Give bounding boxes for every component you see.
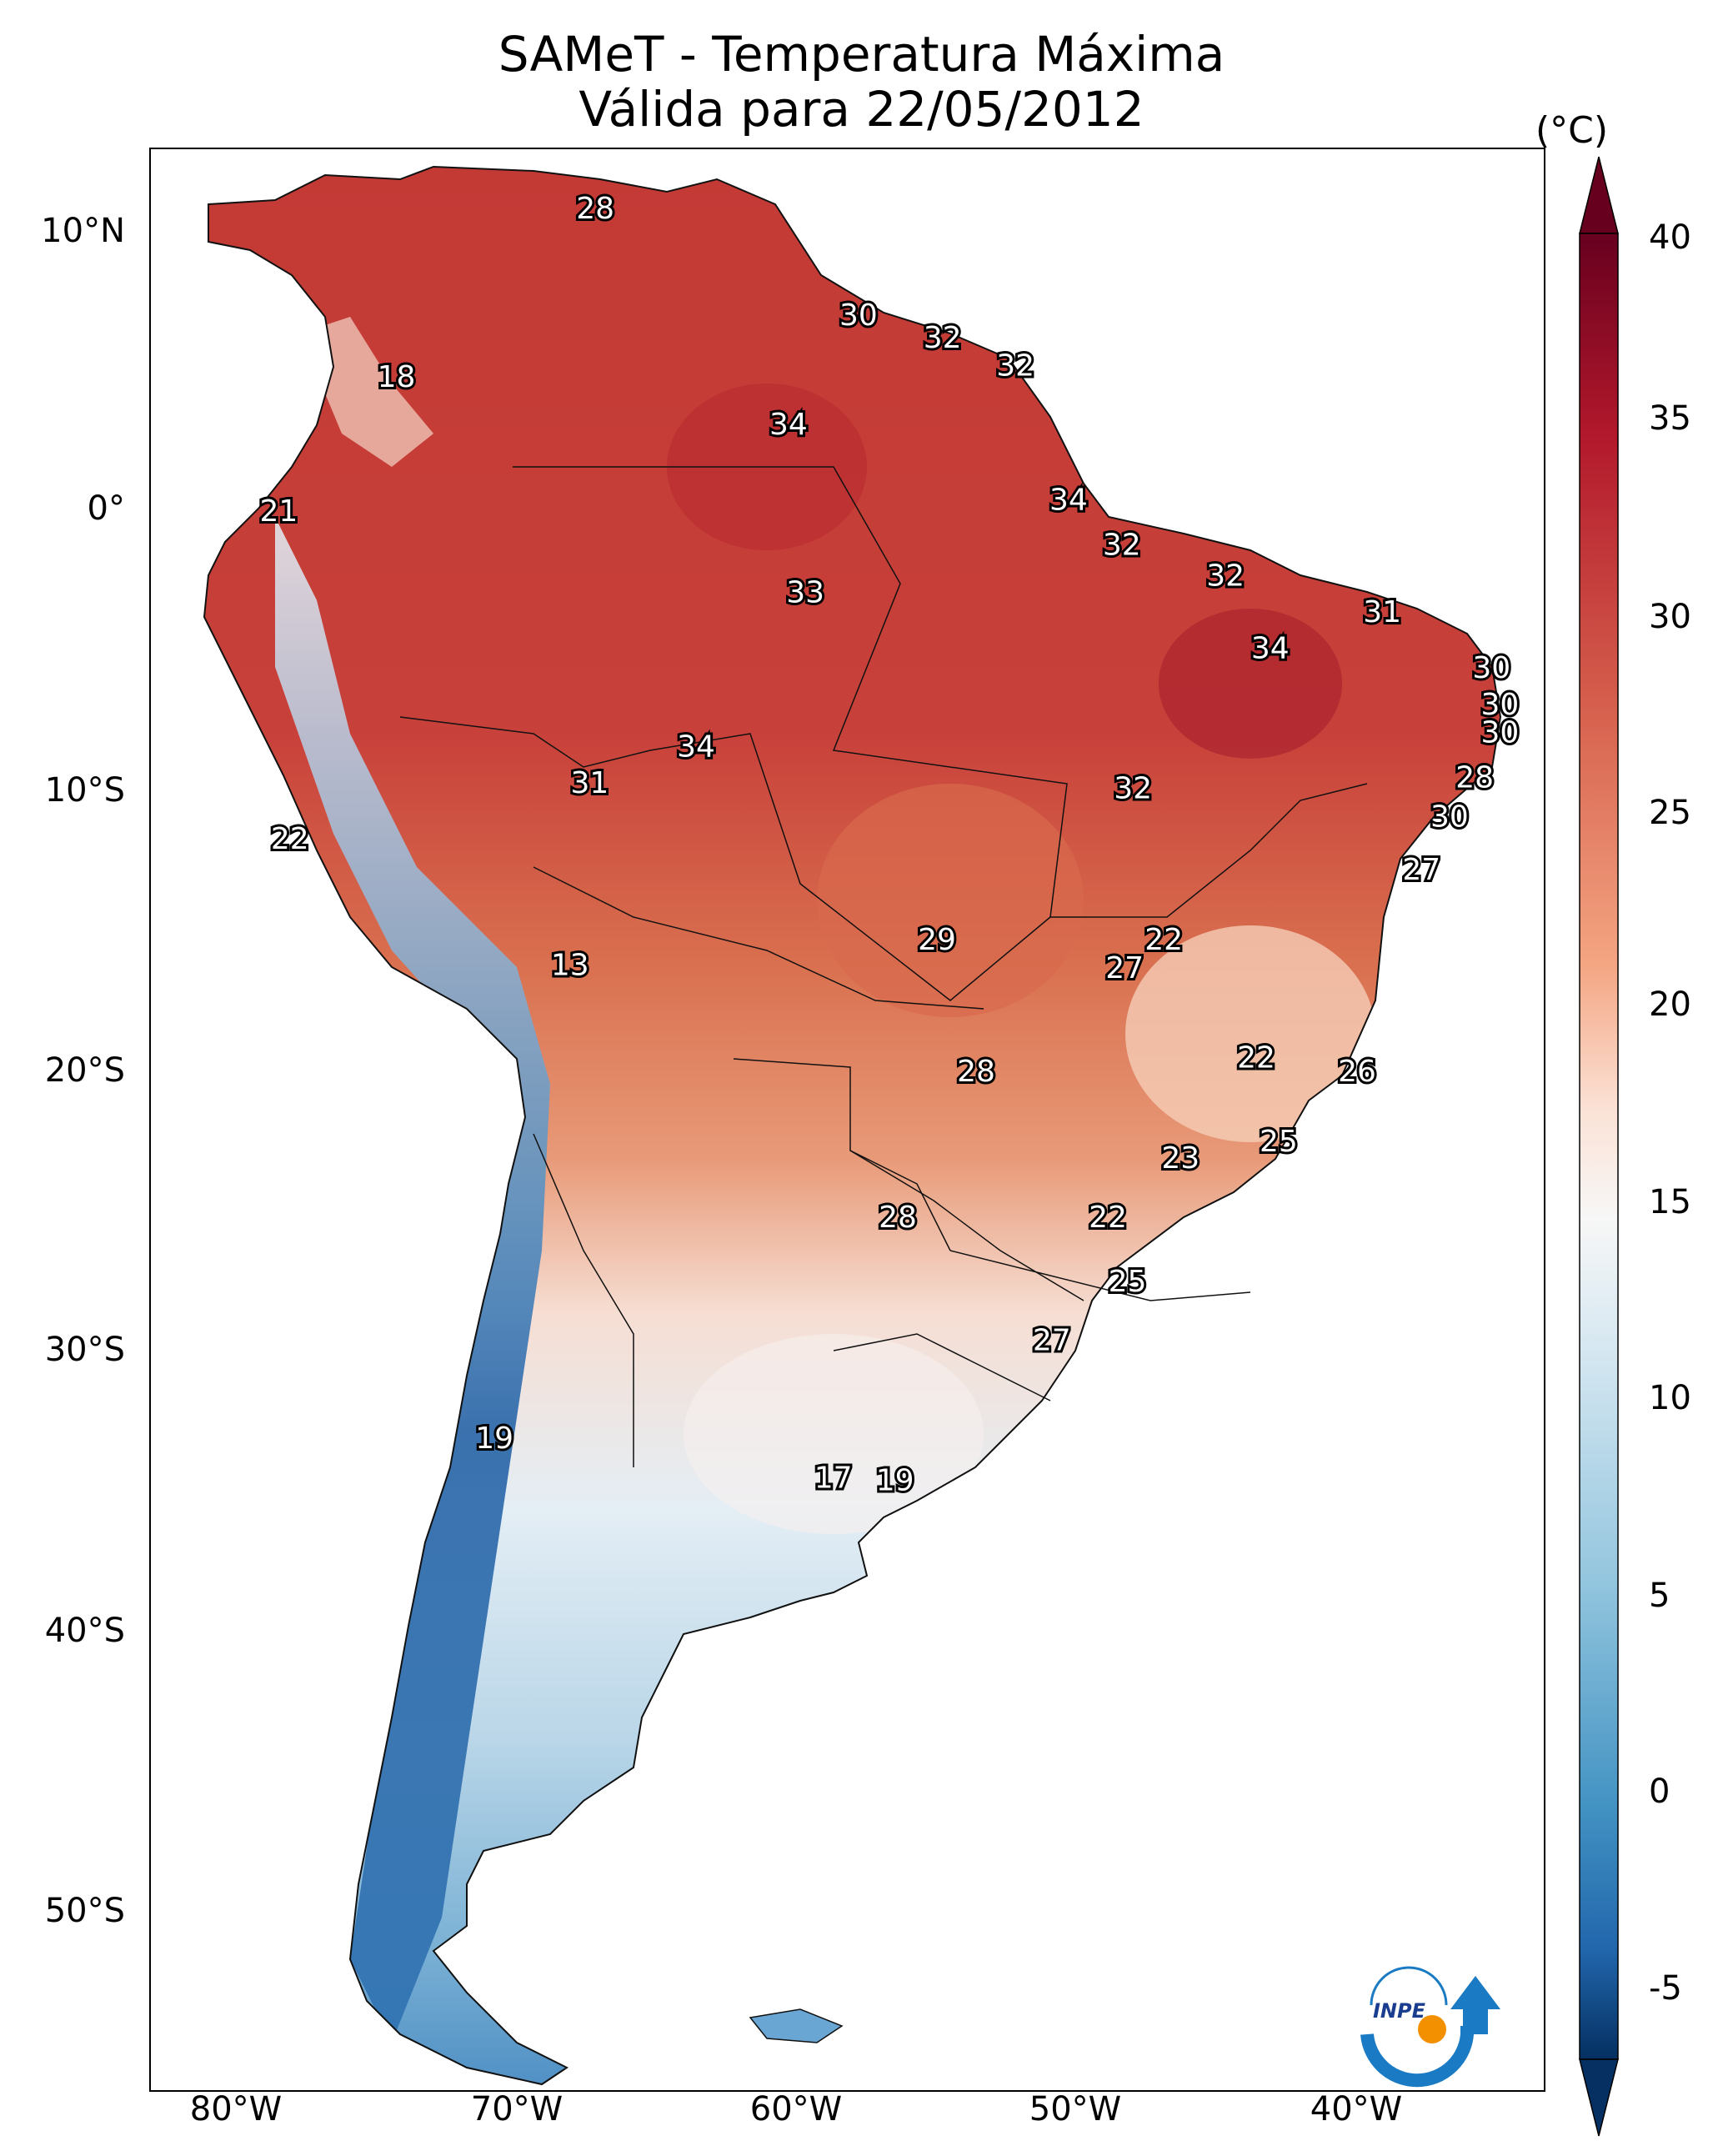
contour-label: 27 xyxy=(1402,853,1440,887)
colorbar-min-extension xyxy=(1579,2058,1619,2137)
contour-label: 32 xyxy=(1206,559,1245,593)
contour-label: 13 xyxy=(551,948,589,982)
contour-label: 34 xyxy=(677,730,715,764)
lon-tick-label: 80°W xyxy=(189,2090,283,2128)
contour-label: 22 xyxy=(1144,923,1183,957)
colorbar-tick-label: 0 xyxy=(1649,1772,1670,1811)
lon-tick-label: 40°W xyxy=(1310,2090,1403,2128)
contour-label: 31 xyxy=(570,766,609,800)
colorbar-tick-label: 15 xyxy=(1649,1183,1691,1221)
lat-tick-label: 30°S xyxy=(44,1331,125,1369)
contour-label: 34 xyxy=(1049,484,1088,518)
contour-label: 27 xyxy=(1033,1324,1071,1358)
colorbar-tick-label: 25 xyxy=(1649,794,1691,832)
contour-label: 25 xyxy=(1109,1265,1147,1299)
lat-tick-label: 20°S xyxy=(44,1051,125,1090)
contour-label: 26 xyxy=(1338,1055,1376,1089)
contour-label: 28 xyxy=(576,192,614,226)
contour-label: 17 xyxy=(814,1461,853,1495)
colorbar-tick-label: 35 xyxy=(1649,399,1691,438)
contour-label: 34 xyxy=(1251,632,1290,666)
colorbar-gradient xyxy=(1579,233,1619,2060)
colorbar-tick-label: 30 xyxy=(1649,598,1691,636)
contour-label: 28 xyxy=(879,1201,917,1235)
contour-label: 32 xyxy=(924,321,962,355)
contour-label: 33 xyxy=(786,576,824,610)
contour-label: 19 xyxy=(475,1421,513,1456)
contour-label: 30 xyxy=(1430,800,1469,834)
colorbar-tick-label: 10 xyxy=(1649,1379,1691,1417)
colorbar-unit-label: (°C) xyxy=(1535,109,1609,152)
contour-label: 30 xyxy=(1480,716,1519,750)
contour-label: 25 xyxy=(1260,1125,1298,1159)
contour-label: 28 xyxy=(957,1055,995,1089)
colorbar-tick-label: 20 xyxy=(1649,985,1691,1024)
contour-label: 23 xyxy=(1161,1141,1200,1176)
contour-label: 22 xyxy=(271,822,309,856)
contour-label: 18 xyxy=(378,360,416,394)
lat-tick-label: 10°S xyxy=(44,771,125,810)
contour-label: 19 xyxy=(876,1464,914,1498)
contour-label: 28 xyxy=(1455,760,1494,795)
inpe-logo xyxy=(1360,1966,1500,2088)
contour-label: 31 xyxy=(1363,595,1401,629)
contour-label: 32 xyxy=(1103,528,1141,562)
lon-tick-label: 60°W xyxy=(749,2090,843,2128)
country-borders xyxy=(399,466,1368,1467)
contour-label: 34 xyxy=(769,408,808,442)
contour-label: 30 xyxy=(1472,651,1510,685)
colorbar-tick-label: -5 xyxy=(1649,1969,1682,2008)
contour-label: 21 xyxy=(259,494,298,529)
lat-tick-label: 40°S xyxy=(44,1612,125,1650)
lat-tick-label: 50°S xyxy=(44,1892,125,1930)
lat-tick-label: 0° xyxy=(87,489,125,528)
lat-tick-label: 10°N xyxy=(41,212,125,250)
lon-tick-label: 50°W xyxy=(1029,2090,1122,2128)
colorbar xyxy=(1579,156,1619,2137)
contour-label: 30 xyxy=(1480,688,1519,722)
contour-label: 22 xyxy=(1089,1201,1127,1235)
contour-label: 29 xyxy=(918,923,956,957)
map-subtitle: Válida para 22/05/2012 xyxy=(579,81,1144,138)
colorbar-tick-label: 40 xyxy=(1649,218,1691,257)
contour-label: 30 xyxy=(839,298,878,333)
contour-label: 22 xyxy=(1237,1040,1275,1075)
colorbar-tick-label: 5 xyxy=(1649,1577,1670,1615)
map-title: SAMeT - Temperatura Máxima xyxy=(498,26,1225,83)
lon-tick-label: 70°W xyxy=(470,2090,563,2128)
contour-label: 32 xyxy=(1114,772,1152,806)
contour-label: 32 xyxy=(996,348,1034,383)
colorbar-max-extension xyxy=(1579,156,1619,234)
inpe-logo-text: INPE xyxy=(1373,1999,1425,2023)
falkland-islands xyxy=(749,2008,844,2043)
contour-label: 27 xyxy=(1105,951,1144,985)
